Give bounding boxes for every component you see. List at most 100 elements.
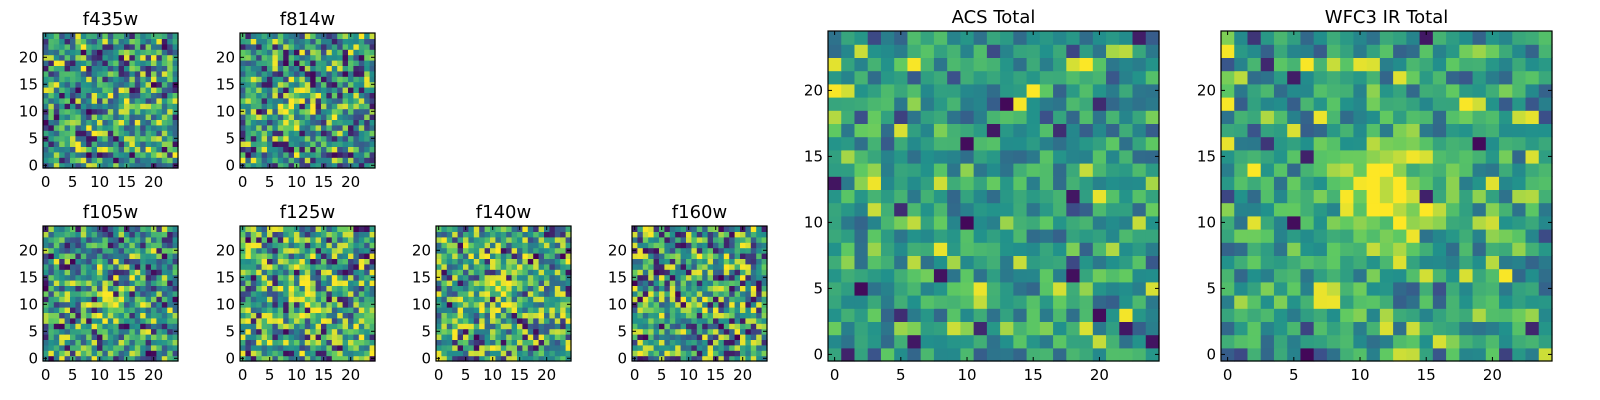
heatmap-cell [250,312,257,319]
heatmap-cell [267,76,273,83]
heatmap-cell [91,92,98,99]
heatmap-cell [288,312,295,319]
heatmap-cell [43,334,49,340]
heatmap-cell [920,57,935,72]
heatmap-cell [240,290,246,297]
heatmap-cell [80,103,87,110]
heatmap-cell [272,60,279,66]
heatmap-cell [342,290,349,297]
heatmap-cell [1132,255,1147,270]
heatmap-cell [102,296,109,303]
axes-frame [827,30,1160,362]
heatmap-cell [1079,321,1094,336]
heatmap-cell [86,274,93,281]
x-tick-label: 0 [434,366,444,384]
heatmap-cell [161,146,168,153]
heatmap-cell [134,301,141,308]
heatmap-cell [299,38,306,45]
heatmap-cell [70,141,76,147]
heatmap-cell [172,296,179,303]
heatmap-cell [495,328,502,335]
heatmap-cell [167,103,174,110]
heatmap-cell [1145,215,1160,230]
heatmap-cell [511,323,518,330]
heatmap-cell [1472,229,1487,243]
heatmap-cell [331,38,338,45]
heatmap-cell [172,339,179,346]
heatmap-cell [288,296,295,303]
heatmap-cell [277,231,284,238]
heatmap-cell [283,269,290,276]
heatmap-cell [348,108,354,115]
heatmap-cell [1432,202,1447,217]
heatmap-cell [867,97,882,111]
heatmap-cell [1499,308,1513,322]
heatmap-cell [659,301,665,308]
heatmap-cell [1145,57,1160,72]
heatmap-cell [310,231,317,238]
heatmap-cell [256,43,263,50]
heatmap-cell [1300,268,1315,283]
heatmap-cell [1000,229,1014,243]
heatmap-cell [261,81,268,88]
heatmap-cell [549,350,556,357]
heatmap-cell [107,43,114,50]
heatmap-cell [659,350,665,357]
heatmap-cell [841,308,856,322]
heatmap-cell [107,162,114,169]
heatmap-cell [43,231,49,238]
heatmap-cell [97,81,103,88]
heatmap-cell [680,231,687,238]
heatmap-cell [686,280,692,286]
heatmap-cell [172,146,179,153]
heatmap-cell [129,162,136,169]
heatmap-cell [107,247,114,254]
heatmap-cell [48,70,55,77]
heatmap-cell [288,253,295,259]
heatmap-cell [161,258,168,265]
heatmap-cell [256,81,263,88]
heatmap-cell [342,280,349,286]
heatmap-cell [48,38,55,45]
heatmap-cell [102,43,109,50]
heatmap-cell [452,317,459,324]
heatmap-cell [669,355,676,362]
heatmap-cell [565,339,572,346]
heatmap-cell [294,38,300,45]
heatmap-cell [172,114,179,120]
heatmap-cell [1419,176,1434,190]
heatmap-cell [1446,334,1460,349]
heatmap-cell [1053,176,1067,190]
heatmap-cell [642,242,649,249]
heatmap-cell [118,157,125,164]
heatmap-cell [369,146,376,153]
heatmap-cell [97,280,103,286]
heatmap-cell [669,247,676,254]
heatmap-cell [245,236,252,243]
heatmap-cell [294,119,300,126]
heatmap-cell [64,70,71,77]
y-tick-label: 5 [421,322,431,340]
heatmap-cell [490,328,496,335]
heatmap-cell [740,317,746,324]
heatmap-cell [986,163,1001,177]
heatmap-cell [107,60,114,66]
heatmap-cell [256,92,263,99]
heatmap-cell [511,290,518,297]
heatmap-cell [134,323,141,330]
heatmap-cell [140,43,147,50]
heatmap-cell [1273,281,1288,296]
heatmap-cell [740,274,746,281]
heatmap-cell [326,312,333,319]
heatmap-cell [151,231,157,238]
heatmap-cell [560,296,567,303]
heatmap-cell [522,226,529,232]
heatmap-cell [53,70,60,77]
heatmap-cell [97,231,103,238]
heatmap-cell [299,253,306,259]
heatmap-cell [947,321,961,336]
heatmap-cell [64,253,71,259]
heatmap-cell [1092,334,1107,349]
heatmap-cell [696,296,703,303]
heatmap-cell [1459,215,1474,230]
